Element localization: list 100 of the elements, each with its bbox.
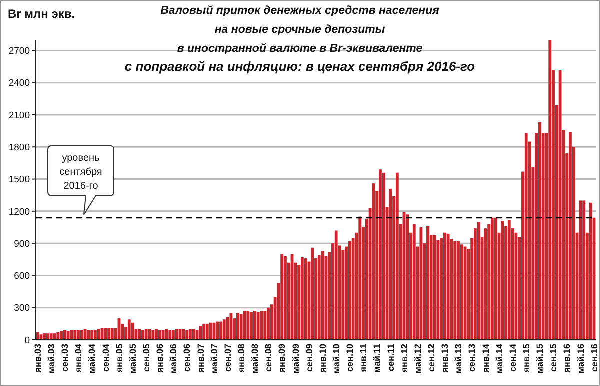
- bar: [426, 226, 430, 340]
- x-tick-label: сен.14: [508, 344, 518, 372]
- bar: [280, 254, 284, 340]
- x-tick-label: май.06: [168, 344, 179, 374]
- bar: [284, 256, 287, 340]
- bar: [494, 218, 498, 340]
- bar: [158, 330, 162, 340]
- bar: [220, 322, 222, 340]
- x-tick-label: сен.07: [222, 344, 233, 372]
- x-tick-label: сен.03: [60, 344, 70, 372]
- x-tick-label: сен.13: [467, 344, 478, 372]
- bar: [246, 311, 250, 340]
- y-tick-label: 2400: [8, 78, 30, 90]
- bar: [548, 40, 552, 340]
- y-tick-label: 1800: [8, 142, 30, 154]
- y-tick-label: 0: [24, 335, 30, 346]
- bar: [63, 330, 66, 340]
- bar: [206, 324, 209, 340]
- bar: [236, 313, 240, 340]
- bar: [60, 331, 63, 340]
- bar: [250, 312, 253, 340]
- y-tick-label: 1500: [8, 174, 30, 186]
- bar: [138, 329, 142, 340]
- bar: [406, 214, 410, 340]
- x-tick-label: янв.14: [480, 344, 491, 373]
- x-tick-label: май.15: [535, 344, 546, 374]
- bar: [304, 258, 308, 340]
- x-tick-label: янв.09: [277, 344, 288, 373]
- y-tick-label: 600: [14, 271, 30, 282]
- bar: [420, 228, 423, 340]
- y-tick-label: 900: [14, 238, 30, 250]
- x-tick-label: сен.08: [264, 344, 274, 372]
- x-tick-label: янв.11: [358, 344, 369, 372]
- bar: [490, 218, 494, 340]
- bar: [97, 329, 100, 340]
- bar: [358, 216, 362, 340]
- bar: [175, 329, 178, 340]
- bar: [524, 133, 528, 340]
- x-tick-label: сен.06: [182, 344, 192, 372]
- bar: [222, 320, 226, 340]
- bar: [192, 329, 196, 340]
- chart-title: Валовый приток денежных средств населения на новые срочные депозиты в иностранной валюте в Br-эквиваленте с поправкой на инфляцию: в ценах сентября 2016-го: [124, 5, 476, 74]
- x-tick-label: янв.12: [399, 344, 410, 373]
- bar: [379, 170, 382, 340]
- bar: [94, 330, 97, 340]
- x-tick-label: янв.07: [196, 344, 206, 373]
- x-tick-label: сен.09: [304, 344, 314, 372]
- x-tick-label: сен.15: [548, 344, 559, 372]
- bar: [579, 200, 582, 340]
- bar: [152, 330, 155, 340]
- bar: [66, 331, 70, 340]
- x-tick-label: сен.05: [142, 344, 152, 372]
- bar: [43, 334, 46, 340]
- bar: [182, 329, 186, 340]
- x-tick-label: май.13: [454, 344, 464, 374]
- bar: [50, 334, 53, 340]
- y-tick-label: 1200: [8, 206, 30, 218]
- x-tick-label: сен.11: [386, 344, 396, 372]
- x-tick-label: май.04: [87, 344, 98, 374]
- bar: [108, 328, 110, 340]
- x-tick-label: май.08: [250, 344, 260, 374]
- bar: [264, 311, 267, 340]
- bar: [508, 220, 511, 340]
- bar: [168, 330, 172, 340]
- x-tick-label: сен.16: [589, 344, 600, 372]
- bar: [74, 330, 77, 340]
- bar: [110, 328, 114, 340]
- bar: [189, 329, 192, 340]
- bar: [253, 311, 256, 340]
- x-tick-label: май.11: [372, 344, 382, 374]
- bar: [412, 224, 416, 340]
- x-tick-label: сен.10: [345, 344, 356, 372]
- x-tick-label: янв.10: [318, 344, 328, 373]
- bar: [454, 241, 457, 340]
- bar: [56, 332, 60, 340]
- bar: [477, 222, 480, 340]
- x-tick-label: янв.16: [562, 344, 572, 373]
- bar: [144, 329, 148, 340]
- x-tick-label: май.03: [46, 344, 57, 374]
- bar: [199, 326, 202, 340]
- x-tick-label: май.07: [209, 344, 220, 374]
- x-tick-label: май.12: [412, 344, 423, 374]
- x-tick-label: янв.15: [522, 344, 532, 373]
- bar: [589, 202, 592, 340]
- bar: [460, 244, 464, 340]
- bar: [348, 241, 352, 340]
- bar: [46, 334, 50, 340]
- bar: [446, 234, 450, 340]
- bar: [267, 308, 270, 340]
- bar: [155, 329, 158, 340]
- x-tick-label: янв.06: [155, 344, 166, 373]
- bar: [382, 172, 386, 340]
- y-tick-label: 2700: [8, 46, 30, 58]
- bar: [172, 330, 175, 340]
- bar: [209, 322, 212, 340]
- bar: [334, 230, 338, 340]
- bar: [514, 232, 518, 340]
- x-tick-label: май.10: [332, 344, 342, 374]
- bar: [90, 330, 94, 340]
- bar: [457, 241, 460, 340]
